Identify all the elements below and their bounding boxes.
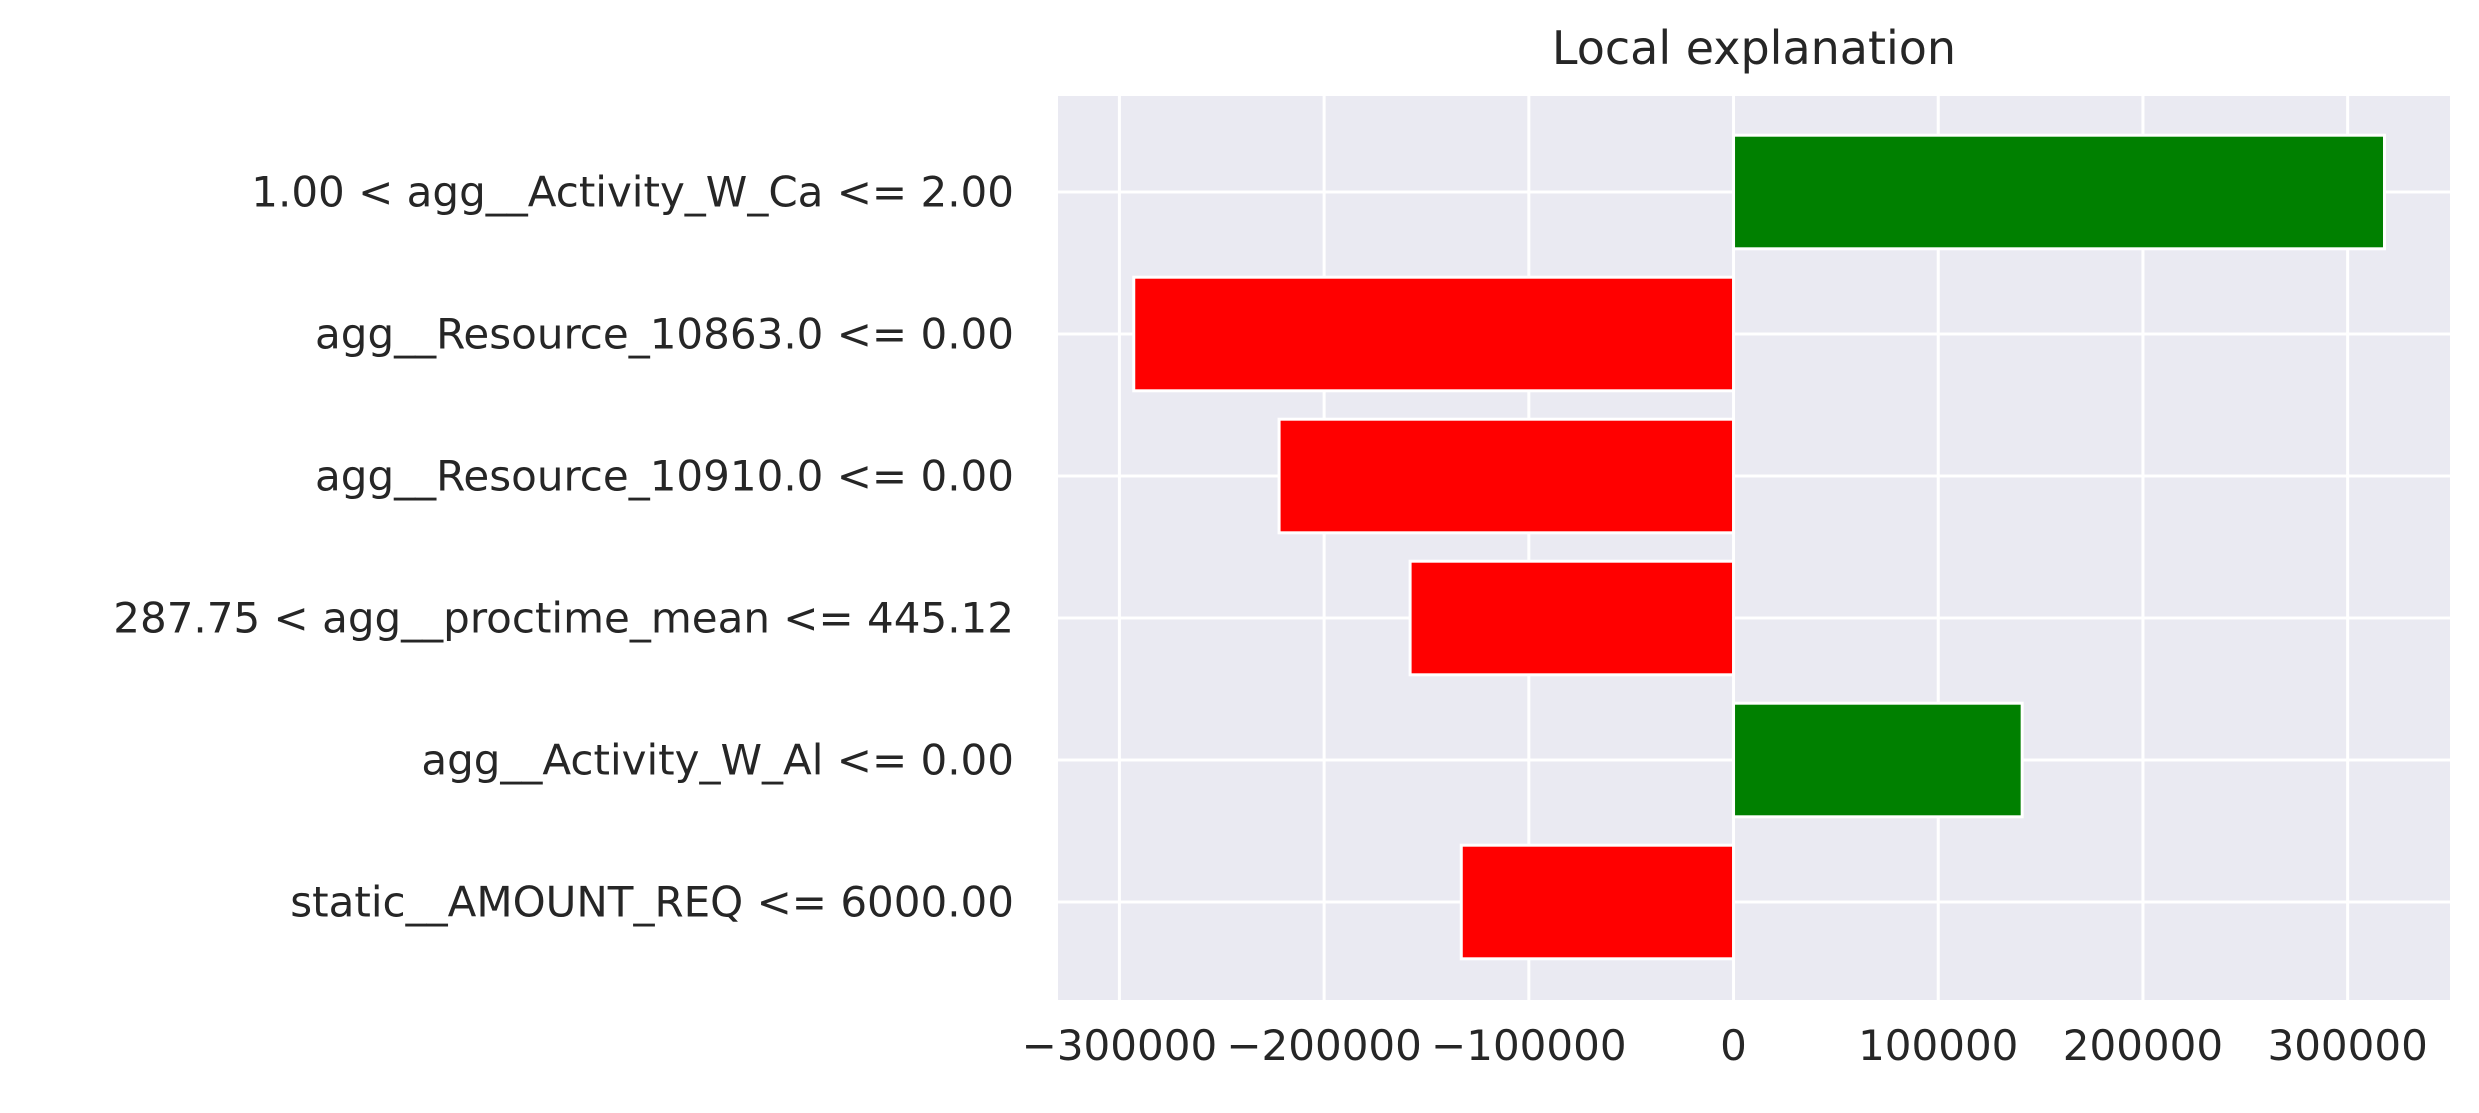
bars: [1132, 133, 2386, 961]
y-tick-label: agg__Resource_10863.0 <= 0.00: [315, 310, 1014, 359]
x-tick-label: 300000: [2267, 1021, 2427, 1070]
x-tick-labels: −300000 −200000 −100000 0 100000 200000 300000: [1022, 1021, 2428, 1070]
bar: [1408, 559, 1736, 677]
x-tick-label: 200000: [2063, 1021, 2223, 1070]
y-tick-label: 287.75 < agg__proctime_mean <= 445.12: [113, 594, 1014, 643]
bar: [1459, 843, 1736, 961]
x-tick-label: −200000: [1226, 1021, 1422, 1070]
x-tick-label: 100000: [1858, 1021, 2018, 1070]
y-tick-label: static__AMOUNT_REQ <= 6000.00: [290, 878, 1014, 927]
chart-title: Local explanation: [1552, 21, 1956, 75]
y-tick-label: agg__Resource_10910.0 <= 0.00: [315, 452, 1014, 501]
y-tick-labels: 1.00 < agg__Activity_W_Ca <= 2.00 agg__Re…: [113, 168, 1014, 927]
x-tick-label: −100000: [1431, 1021, 1627, 1070]
x-tick-label: −300000: [1022, 1021, 1218, 1070]
bar: [1732, 701, 2024, 819]
y-tick-label: 1.00 < agg__Activity_W_Ca <= 2.00: [251, 168, 1014, 217]
x-tick-label: 0: [1720, 1021, 1747, 1070]
bar: [1132, 275, 1736, 393]
bar: [1732, 133, 2386, 251]
bar: [1277, 417, 1736, 535]
y-tick-label: agg__Activity_W_Al <= 0.00: [421, 736, 1014, 785]
